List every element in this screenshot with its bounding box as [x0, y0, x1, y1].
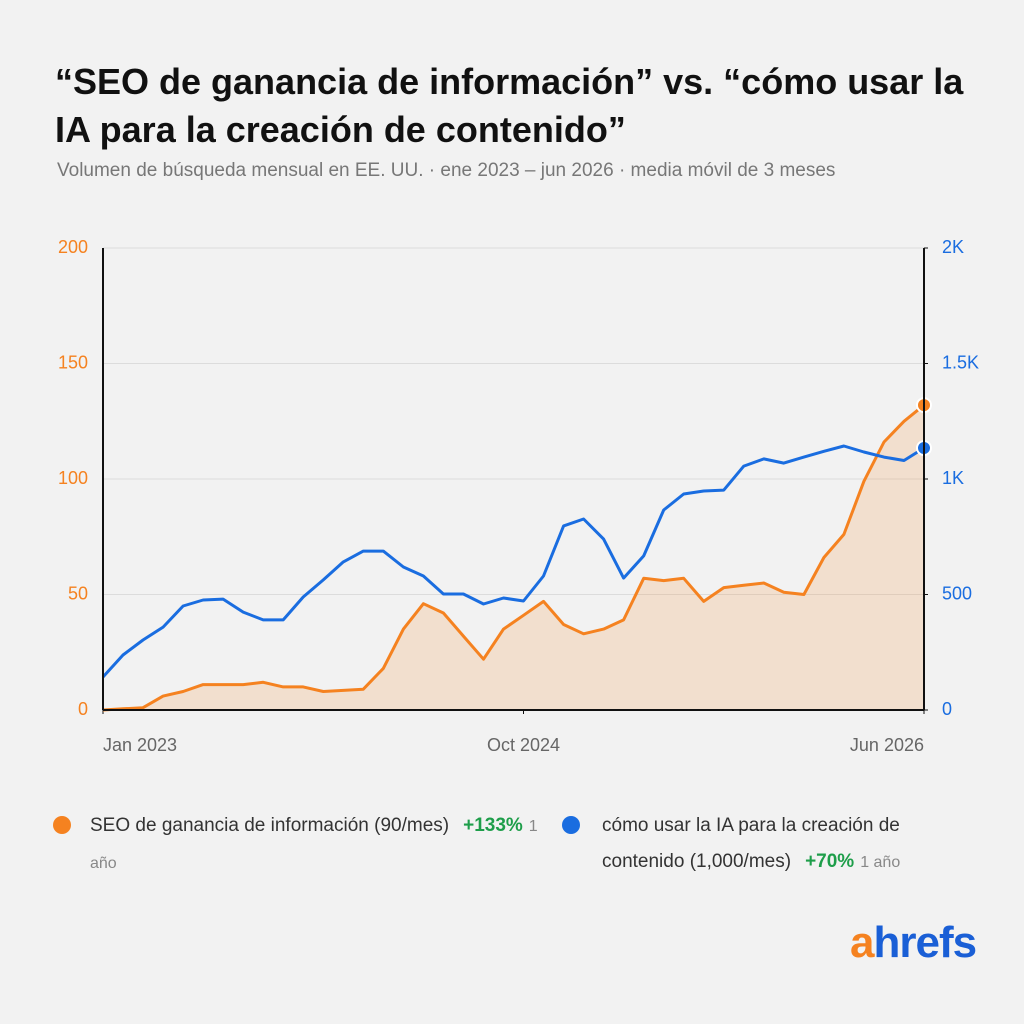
chart-subtitle: Volumen de búsqueda mensual en EE. UU. ·… [57, 160, 836, 181]
legend-change: +70% [805, 851, 855, 872]
legend-period: 1 año [90, 818, 538, 872]
y2-tick-label: 500 [942, 583, 972, 603]
y-tick-label: 50 [68, 583, 88, 603]
line [101, 444, 925, 679]
line [102, 403, 925, 712]
legend-change: +133% [463, 815, 523, 836]
y2-tick-label: 1.5K [942, 352, 979, 372]
y-tick-label: 100 [58, 468, 88, 488]
x-tick-label: Jun 2026 [850, 735, 924, 755]
legend-period: 1 año [860, 854, 901, 871]
legend-label: SEO de ganancia de información [90, 815, 369, 836]
brand-logo: ahrefs [850, 918, 977, 967]
legend-swatch [53, 816, 71, 834]
legend-entry: SEO de ganancia de información (90/mes) +… [90, 808, 560, 882]
y-tick-label: 0 [78, 699, 88, 719]
x-tick-label: Oct 2024 [487, 735, 560, 755]
legend-swatch [562, 816, 580, 834]
y-tick-label: 200 [58, 237, 88, 257]
legend-label: cómo usar la IA para la creación de cont… [602, 815, 900, 872]
chart-title: “SEO de ganancia de información” vs. “có… [55, 61, 964, 150]
y-tick-label: 150 [58, 352, 88, 372]
y2-tick-label: 2K [942, 237, 964, 257]
legend-volume: (1,000/mes) [689, 851, 792, 872]
y2-tick-label: 0 [942, 699, 952, 719]
legend-entry: cómo usar la IA para la creación de cont… [602, 808, 902, 881]
legend-volume: (90/mes) [374, 815, 450, 836]
x-tick-label: Jan 2023 [103, 735, 177, 755]
y2-tick-label: 1K [942, 468, 964, 488]
area [103, 405, 924, 710]
